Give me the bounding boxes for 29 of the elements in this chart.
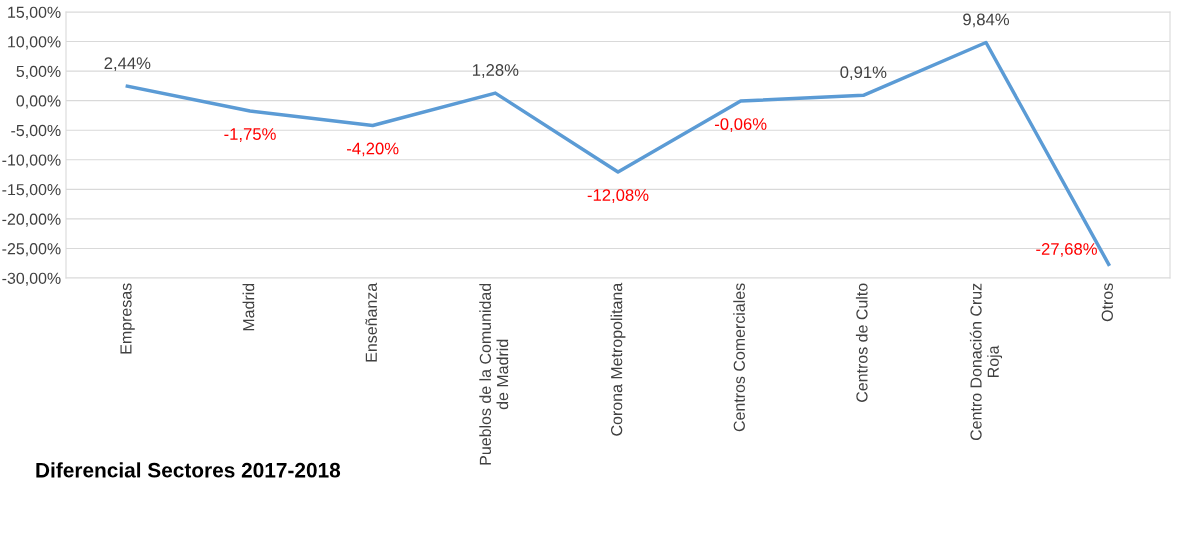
- x-tick-label: Centros de Culto: [855, 283, 868, 402]
- data-label: 1,28%: [472, 64, 519, 78]
- data-label: -1,75%: [224, 128, 276, 142]
- y-tick-label: 5,00%: [16, 65, 61, 79]
- y-tick-label: -15,00%: [2, 183, 61, 198]
- data-label: 2,44%: [104, 57, 151, 72]
- y-tick-label: -25,00%: [2, 243, 61, 257]
- x-tick-label: Centro Donación Cruz Roja: [969, 283, 1003, 441]
- y-tick-label: -10,00%: [2, 154, 61, 168]
- y-tick-label: -5,00%: [11, 124, 61, 139]
- data-label: -0,06%: [715, 118, 767, 132]
- y-tick-label: 15,00%: [8, 6, 61, 20]
- x-tick-label: Pueblos de la Comunidad de Madrid: [479, 283, 509, 465]
- x-tick-label: Centros Comerciales: [733, 283, 745, 432]
- x-tick-label: Empresas: [120, 283, 135, 354]
- x-tick-label: Madrid: [242, 283, 255, 331]
- data-label: -4,20%: [347, 142, 399, 157]
- y-tick-label: -20,00%: [2, 213, 61, 227]
- text: Diferencial Sectores 2017-2018: [36, 462, 341, 478]
- x-tick-label: Enseñanza: [365, 282, 377, 362]
- y-tick-label: 10,00%: [8, 36, 61, 50]
- y-tick-label: 0,00%: [16, 95, 61, 109]
- data-label: -27,68%: [1036, 243, 1097, 257]
- x-tick-label: Otros: [1101, 283, 1113, 322]
- data-label: 9,84%: [963, 13, 1010, 28]
- data-label: 0,91%: [840, 66, 887, 81]
- y-tick-label: -30,00%: [2, 272, 61, 286]
- x-tick-label: Corona Metropolitana: [610, 282, 626, 436]
- data-label: -12,08%: [587, 189, 649, 203]
